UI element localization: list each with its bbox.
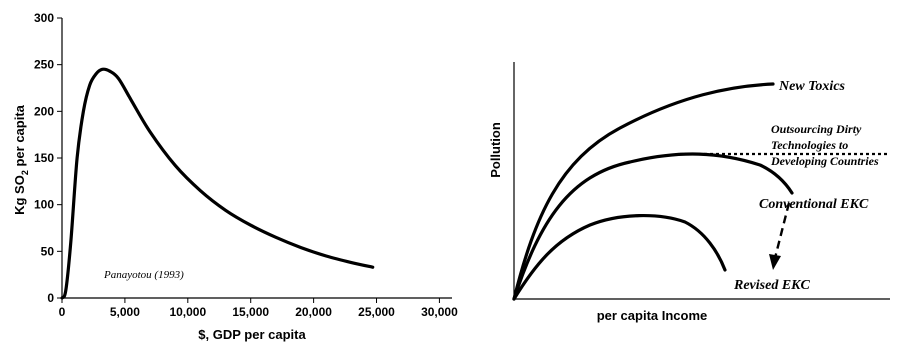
new-toxics-curve	[512, 82, 775, 301]
left-x-tick-label: 10,000	[169, 305, 206, 319]
shift-arrow-line	[773, 202, 791, 259]
left-y-tick-label: 150	[34, 151, 54, 165]
left-x-tick-group: 0 5,000 10,000 15,000 20,000 25,000 30,000	[59, 298, 458, 319]
so2-curve	[60, 67, 375, 300]
left-y-tick-group: 0 50 100 150 200 250 300	[34, 11, 62, 305]
y-title-main: Kg SO	[12, 175, 27, 215]
left-y-tick-label: 0	[47, 291, 54, 305]
left-y-tick-label: 200	[34, 104, 54, 118]
left-x-tick-label: 20,000	[295, 305, 332, 319]
left-y-tick-label: 300	[34, 11, 54, 25]
left-y-tick-label: 250	[34, 58, 54, 72]
left-y-axis-title: Kg SO2 per capita	[12, 104, 30, 215]
left-y-tick-label: 50	[41, 244, 55, 258]
left-x-tick-label: 30,000	[421, 305, 458, 319]
revised-ekc-label: Revised EKC	[733, 278, 810, 293]
y-title-rest: per capita	[12, 104, 27, 170]
right-x-axis-title: per capita Income	[597, 308, 708, 323]
outsourcing-label-line-1: Outsourcing Dirty	[771, 122, 862, 136]
left-x-tick-label: 0	[59, 305, 66, 319]
conventional-ekc-curve	[512, 152, 794, 301]
left-y-tick-label: 100	[34, 198, 54, 212]
shift-arrowhead	[769, 254, 781, 270]
outsourcing-label-line-3: Developing Countries	[770, 154, 879, 168]
right-y-axis-title: Pollution	[488, 122, 503, 178]
left-x-tick-label: 15,000	[232, 305, 269, 319]
revised-ekc-curve	[512, 214, 727, 301]
so2-income-chart: 0 50 100 150 200 250 300 0 5,000 10,000 15,000 20,…	[12, 11, 458, 342]
left-x-tick-label: 5,000	[110, 305, 140, 319]
ekc-schematic-chart: New Toxics Outsourcing Dirty Technologie…	[488, 62, 890, 323]
outsourcing-label-line-2: Technologies to	[771, 138, 848, 152]
new-toxics-label: New Toxics	[778, 79, 846, 94]
left-x-axis-title: $, GDP per capita	[198, 327, 306, 342]
conventional-ekc-label: Conventional EKC	[759, 197, 869, 212]
left-x-tick-label: 25,000	[358, 305, 395, 319]
y-title-subscript: 2	[20, 170, 30, 175]
source-annotation: Panayotou (1993)	[103, 269, 184, 281]
